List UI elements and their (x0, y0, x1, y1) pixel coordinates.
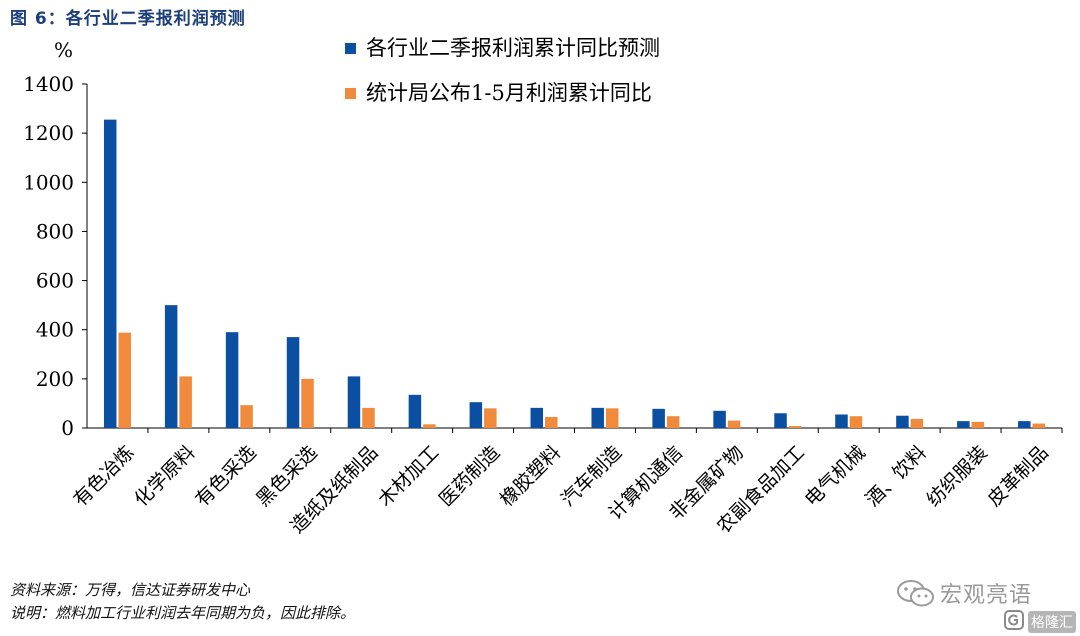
y-tick-label: 200 (36, 367, 74, 391)
legend-label: 各行业二季报利润累计同比预测 (366, 36, 660, 60)
bar-forecast (774, 413, 787, 428)
bar-actual (362, 407, 375, 428)
y-tick-label: 600 (36, 269, 74, 293)
y-tick-label: 1200 (23, 121, 74, 145)
bar-forecast (957, 421, 970, 428)
x-tick-label: 电气机械 (801, 442, 870, 511)
x-tick-label: 酒、饮料 (861, 442, 930, 511)
bar-actual (727, 420, 741, 428)
y-tick-label: 0 (61, 416, 74, 440)
bar-forecast (286, 337, 300, 428)
bar-forecast (591, 407, 604, 428)
bar-forecast (1018, 421, 1031, 428)
x-tick-label: 橡胶塑料 (496, 442, 565, 511)
plot-area: %0200400600800100012001400有色冶炼化学原料有色采选黑色… (23, 38, 1063, 538)
bar-actual (971, 421, 985, 428)
explanation-note: 说明：燃料加工行业利润去年同期为负，因此排除。 (10, 604, 356, 622)
source-note: 资料来源：万得，信达证券研发中心 (10, 581, 251, 599)
bar-actual (484, 408, 497, 428)
bar-forecast (225, 332, 239, 428)
x-tick-label: 医药制造 (435, 442, 504, 511)
site-logo-icon (1004, 610, 1024, 630)
x-tick-label: 木材加工 (374, 442, 443, 511)
bar-actual (849, 416, 863, 428)
bar-actual (545, 416, 558, 428)
site-watermark-label: 格隆汇 (1028, 611, 1076, 633)
wechat-icon (897, 580, 934, 607)
x-tick-label: 化学原料 (130, 442, 199, 511)
legend-swatch (345, 43, 356, 54)
x-tick-label: 皮革制品 (983, 442, 1052, 511)
y-tick-label: 400 (36, 318, 74, 342)
legend-swatch (345, 88, 356, 99)
bar-forecast (713, 410, 726, 428)
bar-forecast (347, 376, 361, 428)
bar-actual (910, 418, 924, 428)
bar-actual (240, 405, 253, 428)
bar-actual (788, 426, 802, 428)
y-tick-label: 1400 (23, 72, 74, 96)
bar-actual (301, 378, 314, 428)
x-tick-label: 有色冶炼 (69, 442, 138, 511)
bar-forecast (896, 415, 909, 428)
bar-forecast (469, 402, 483, 428)
y-tick-label: 800 (36, 219, 74, 243)
wechat-account-name: 宏观亮语 (940, 583, 1033, 608)
x-tick-label: 纺织服装 (922, 442, 991, 511)
bar-forecast (408, 394, 422, 428)
bar-forecast (835, 414, 848, 428)
bar-actual (423, 424, 436, 428)
bar-forecast (164, 305, 178, 428)
wechat-watermark: 宏观亮语 (896, 575, 1078, 611)
bar-forecast (652, 408, 665, 428)
bar-actual (179, 376, 192, 428)
x-tick-label: 有色采选 (191, 442, 260, 511)
bar-actual (1032, 423, 1046, 428)
bar-forecast (530, 407, 544, 428)
bar-actual (118, 332, 131, 428)
bar-actual (605, 408, 619, 428)
y-tick-label: 1000 (23, 170, 74, 194)
figure-title: 图 6：各行业二季报利润预测 (10, 9, 246, 29)
y-axis-unit-label: % (54, 38, 73, 62)
bar-actual (666, 416, 680, 428)
bar-forecast (103, 119, 117, 428)
legend-label: 统计局公布1-5月利润累计同比 (366, 81, 652, 105)
